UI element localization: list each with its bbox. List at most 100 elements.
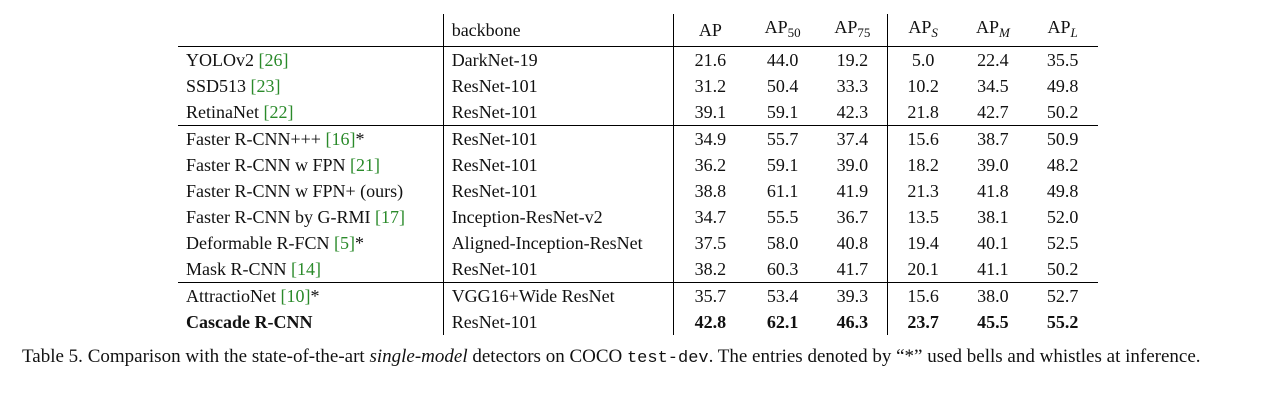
citation-link[interactable]: [21] — [350, 155, 381, 175]
ap75-cell: 37.4 — [817, 125, 888, 152]
apl-cell: 50.2 — [1046, 259, 1079, 279]
method-cell: Faster R-CNN by G-RMI [17] — [178, 204, 444, 230]
ap-cell: 36.2 — [694, 155, 727, 175]
citation-link[interactable]: [22] — [263, 102, 294, 122]
apm-cell: 41.8 — [977, 181, 1009, 201]
ap75-cell: 41.9 — [817, 178, 888, 204]
method-cell: Cascade R-CNN — [178, 309, 444, 335]
method-cell: RetinaNet [22] — [178, 99, 444, 126]
ap50-cell: 55.5 — [766, 207, 799, 227]
ap75-cell: 39.0 — [817, 152, 888, 178]
ap75-cell: 39.3 — [817, 282, 888, 309]
caption-label: Table 5. — [22, 346, 83, 367]
table-row: SSD513 [23] ResNet-101 31.2 50.4 33.3 10… — [178, 73, 1098, 99]
aps-cell: 5.0 — [911, 50, 935, 70]
ap75-cell: 36.7 — [817, 204, 888, 230]
method-cell: Deformable R-FCN [5]* — [178, 230, 444, 256]
ap75-cell: 33.3 — [817, 73, 888, 99]
header-apm: APM — [975, 17, 1010, 40]
apl-cell: 49.8 — [1046, 76, 1079, 96]
ap-cell: 34.9 — [694, 129, 727, 149]
table-row: Faster R-CNN w FPN [21] ResNet-101 36.2 … — [178, 152, 1098, 178]
aps-cell: 15.6 — [907, 129, 939, 149]
citation-link[interactable]: [17] — [375, 207, 405, 227]
ap-cell: 35.7 — [694, 286, 727, 306]
citation-link[interactable]: [16] — [325, 129, 356, 149]
results-table-container: backbone AP AP50 AP75 APS APM APL YOLOv2… — [178, 14, 1098, 335]
ap75-cell: 19.2 — [817, 46, 888, 73]
aps-cell: 10.2 — [907, 76, 939, 96]
table-row: Faster R-CNN by G-RMI [17] Inception-Res… — [178, 204, 1098, 230]
apl-cell: 55.2 — [1046, 312, 1079, 332]
table-row: AttractioNet [10]* VGG16+Wide ResNet 35.… — [178, 282, 1098, 309]
table-row: RetinaNet [22] ResNet-101 39.1 59.1 42.3… — [178, 99, 1098, 126]
comparison-table: backbone AP AP50 AP75 APS APM APL YOLOv2… — [178, 14, 1098, 335]
aps-cell: 18.2 — [907, 155, 939, 175]
method-cell: YOLOv2 [26] — [178, 46, 444, 73]
apl-cell: 50.2 — [1046, 102, 1079, 122]
ap75-cell: 42.3 — [817, 99, 888, 126]
backbone-cell: ResNet-101 — [443, 178, 674, 204]
caption-emphasis: single-model — [369, 346, 468, 367]
citation-link[interactable]: [26] — [258, 50, 289, 70]
ap50-cell: 59.1 — [766, 102, 799, 122]
ap75-cell: 41.7 — [817, 256, 888, 283]
aps-cell: 15.6 — [907, 286, 939, 306]
citation-link[interactable]: [14] — [291, 259, 322, 279]
backbone-cell: ResNet-101 — [443, 125, 674, 152]
table-row: Mask R-CNN [14] ResNet-101 38.2 60.3 41.… — [178, 256, 1098, 283]
method-cell: Faster R-CNN w FPN [21] — [178, 152, 444, 178]
ap-cell: 39.1 — [694, 102, 727, 122]
aps-cell: 21.8 — [907, 102, 939, 122]
ap50-cell: 62.1 — [766, 312, 799, 332]
apm-cell: 39.0 — [977, 155, 1009, 175]
backbone-cell: ResNet-101 — [443, 309, 674, 335]
apm-cell: 40.1 — [977, 233, 1009, 253]
apl-cell: 49.8 — [1046, 181, 1079, 201]
citation-link[interactable]: [5] — [333, 233, 355, 253]
table-header-row: backbone AP AP50 AP75 APS APM APL — [178, 14, 1098, 47]
method-cell: Mask R-CNN [14] — [178, 256, 444, 283]
aps-cell: 13.5 — [907, 207, 939, 227]
header-ap75: AP75 — [817, 14, 888, 47]
table-row: YOLOv2 [26] DarkNet-19 21.6 44.0 19.2 5.… — [178, 46, 1098, 73]
apl-cell: 35.5 — [1046, 50, 1079, 70]
apl-cell: 52.7 — [1046, 286, 1079, 306]
method-cell: Faster R-CNN w FPN+ (ours) — [178, 178, 444, 204]
header-backbone: backbone — [443, 14, 674, 47]
method-cell: Faster R-CNN+++ [16]* — [178, 125, 444, 152]
ap-cell: 21.6 — [694, 50, 727, 70]
method-cell: AttractioNet [10]* — [178, 282, 444, 309]
aps-cell: 23.7 — [907, 312, 939, 332]
table-row: Deformable R-FCN [5]* Aligned-Inception-… — [178, 230, 1098, 256]
method-cell: SSD513 [23] — [178, 73, 444, 99]
apm-cell: 42.7 — [977, 102, 1009, 122]
backbone-cell: Aligned-Inception-ResNet — [443, 230, 674, 256]
citation-link[interactable]: [10] — [280, 286, 311, 306]
ap-cell: 38.8 — [694, 181, 727, 201]
apl-cell: 50.9 — [1046, 129, 1079, 149]
apm-cell: 45.5 — [977, 312, 1009, 332]
ap50-cell: 61.1 — [766, 181, 799, 201]
ap50-cell: 59.1 — [766, 155, 799, 175]
table-caption: Table 5. Comparison with the state-of-th… — [22, 346, 1201, 368]
header-ap: AP — [698, 20, 722, 40]
ap50-cell: 50.4 — [766, 76, 799, 96]
table-row: Faster R-CNN+++ [16]* ResNet-101 34.9 55… — [178, 125, 1098, 152]
backbone-cell: Inception-ResNet-v2 — [443, 204, 674, 230]
header-method — [178, 14, 444, 47]
header-ap50: AP50 — [764, 17, 801, 40]
ap-cell: 31.2 — [694, 76, 727, 96]
backbone-cell: DarkNet-19 — [443, 46, 674, 73]
ap75-cell: 46.3 — [817, 309, 888, 335]
aps-cell: 21.3 — [907, 181, 939, 201]
header-apl: APL — [1047, 17, 1078, 40]
ap-cell: 42.8 — [694, 312, 727, 332]
apm-cell: 38.7 — [977, 129, 1009, 149]
backbone-cell: ResNet-101 — [443, 99, 674, 126]
ap50-cell: 44.0 — [766, 50, 799, 70]
ap50-cell: 55.7 — [766, 129, 799, 149]
apm-cell: 34.5 — [977, 76, 1009, 96]
backbone-cell: ResNet-101 — [443, 73, 674, 99]
citation-link[interactable]: [23] — [250, 76, 281, 96]
